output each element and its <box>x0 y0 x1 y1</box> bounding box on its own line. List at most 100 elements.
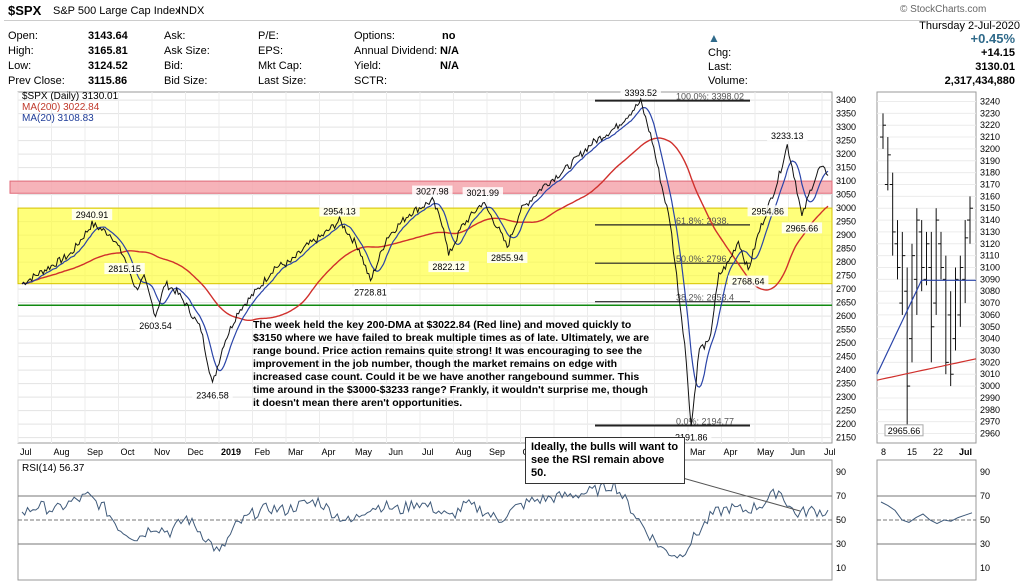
price-y-tick: 2700 <box>836 284 856 294</box>
price-y-tick: 2750 <box>836 271 856 281</box>
ma20-legend: MA(20) 3108.83 <box>22 113 94 124</box>
chg-value: +14.15 <box>981 47 1015 59</box>
price-label-box <box>767 130 808 142</box>
zoom-y-tick: 3080 <box>980 286 1000 296</box>
zoom-y-tick: 3130 <box>980 227 1000 237</box>
zoom-x-tick: 15 <box>907 447 917 457</box>
pe-label: P/E: <box>258 30 279 42</box>
price-y-tick: 2850 <box>836 244 856 254</box>
x-tick-label: Sep <box>87 447 103 457</box>
price-y-tick: 2150 <box>836 433 856 443</box>
price-label: 2191.86 <box>675 432 708 442</box>
ask-size-label: Ask Size: <box>164 45 210 57</box>
rsi-note: Ideally, the bulls will want to see the … <box>525 437 685 484</box>
price-y-tick: 3250 <box>836 136 856 146</box>
price-y-tick: 2200 <box>836 419 856 429</box>
last-value: 3130.01 <box>975 61 1015 73</box>
x-tick-label: Mar <box>288 447 304 457</box>
open-label: Open: <box>8 30 38 42</box>
x-tick-label: Jun <box>389 447 404 457</box>
x-tick-label: Mar <box>690 447 706 457</box>
fib-level-label: 38.2%: 2653.4 <box>676 293 734 303</box>
zoom-rsi-y-tick: 10 <box>980 563 990 573</box>
zoom-y-tick: 3240 <box>980 96 1000 106</box>
zoom-y-tick: 3110 <box>980 251 999 261</box>
rsi-y-tick: 10 <box>836 563 846 573</box>
price-y-tick: 3000 <box>836 203 856 213</box>
low-value: 3124.52 <box>88 60 128 72</box>
up-arrow-icon: ▲ <box>708 31 720 45</box>
price-line <box>21 97 829 427</box>
price-y-tick: 2400 <box>836 365 856 375</box>
price-label-box <box>487 251 528 263</box>
low-label: Low: <box>8 60 32 72</box>
fib-level-label: 100.0%: 3398.02 <box>676 92 744 102</box>
zoom-ma200-line <box>876 358 977 381</box>
zoom-x-tick: 8 <box>881 447 886 457</box>
options-label: Options: <box>354 30 395 42</box>
zoom-y-tick: 3040 <box>980 334 1000 344</box>
price-y-tick: 2800 <box>836 257 856 267</box>
price-y-tick: 3300 <box>836 122 856 132</box>
dividend-value: N/A <box>440 45 459 57</box>
price-label: 2815.15 <box>108 264 141 274</box>
zoom-y-tick: 3220 <box>980 120 1000 130</box>
price-label: 2822.12 <box>432 262 465 272</box>
chg-label: Chg: <box>708 47 732 59</box>
bid-label: Bid: <box>164 60 183 72</box>
prev-close-value: 3115.86 <box>88 75 128 87</box>
zoom-rsi-line <box>880 501 973 525</box>
price-y-tick: 3050 <box>836 190 856 200</box>
quote-date: Thursday 2-Jul-2020 <box>919 20 1020 32</box>
price-label-box <box>620 88 661 98</box>
price-y-tick: 2500 <box>836 338 856 348</box>
zoom-y-tick: 3200 <box>980 144 1000 154</box>
price-y-tick: 2650 <box>836 298 856 308</box>
index-name: S&P 500 Large Cap Index <box>53 5 181 17</box>
x-tick-label: Oct <box>121 447 136 457</box>
price-y-tick: 2450 <box>836 352 856 362</box>
bid-size-label: Bid Size: <box>164 75 208 87</box>
fib-level-label: 0.0%: 2194.77 <box>676 417 734 427</box>
price-y-tick: 3350 <box>836 109 856 119</box>
ma200-legend: MA(200) 3022.84 <box>22 102 100 113</box>
x-tick-label: May <box>355 447 373 457</box>
x-tick-label: Jul <box>20 447 32 457</box>
zoom-rsi-y-tick: 70 <box>980 491 990 501</box>
zoom-y-tick: 3190 <box>980 156 1000 166</box>
zoom-y-tick: 3160 <box>980 191 1000 201</box>
price-label-box <box>135 320 176 332</box>
zoom-y-tick: 2970 <box>980 417 1000 427</box>
exchange: INDX <box>178 5 205 17</box>
yield-value: N/A <box>440 60 459 72</box>
zoom-rsi-y-tick: 90 <box>980 467 990 477</box>
price-label: 3233.13 <box>771 131 804 141</box>
last-size-label: Last Size: <box>258 75 307 87</box>
price-label-box <box>104 263 145 275</box>
price-label: 2728.81 <box>354 287 387 297</box>
x-tick-label: Jul <box>824 447 836 457</box>
open-value: 3143.64 <box>88 30 128 42</box>
price-label-box <box>747 205 788 217</box>
zoom-y-tick: 2980 <box>980 405 1000 415</box>
mkt-cap-label: Mkt Cap: <box>258 60 303 72</box>
rsi-line <box>21 480 829 559</box>
price-label: 3027.98 <box>416 187 449 197</box>
x-tick-label: Sep <box>489 447 505 457</box>
yield-label: Yield: <box>354 60 382 72</box>
price-y-tick: 2300 <box>836 392 856 402</box>
ask-label: Ask: <box>164 30 186 42</box>
price-label: 3393.52 <box>624 88 657 98</box>
zoom-y-tick: 3140 <box>980 215 1000 225</box>
zoom-rsi-y-tick: 30 <box>980 539 990 549</box>
dividend-label: Annual Dividend: <box>354 45 438 57</box>
volume-value: 2,317,434,880 <box>944 75 1015 87</box>
x-tick-label: Nov <box>154 447 171 457</box>
ma200-line <box>21 137 829 321</box>
x-tick-label: Jun <box>791 447 806 457</box>
zoom-y-tick: 3070 <box>980 298 1000 308</box>
price-label: 2965.66 <box>786 223 819 233</box>
price-label-box <box>462 187 504 199</box>
zoom-y-tick: 3090 <box>980 274 1000 284</box>
x-tick-label: Feb <box>255 447 271 457</box>
